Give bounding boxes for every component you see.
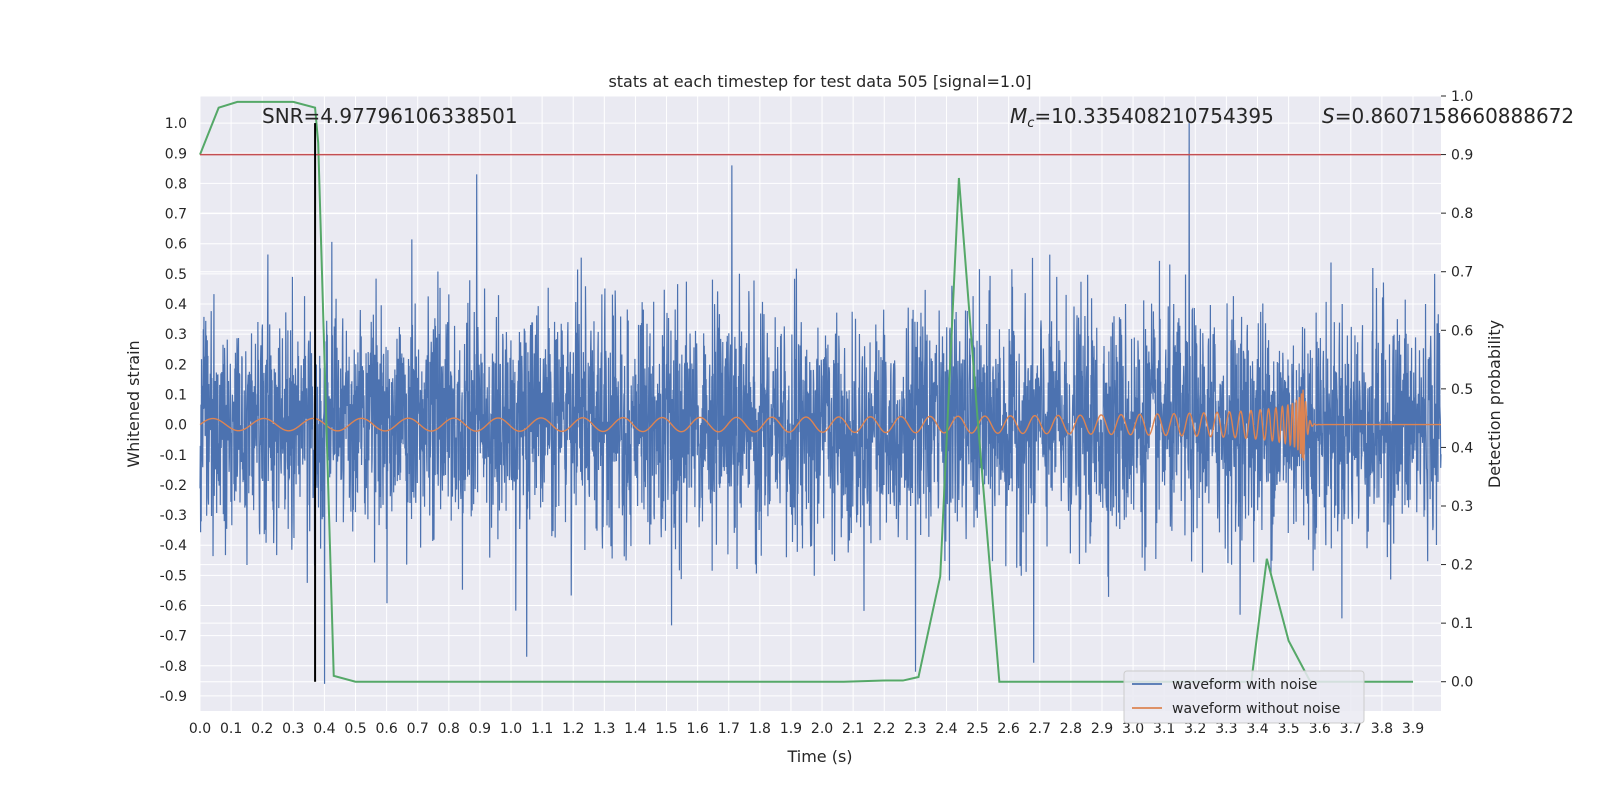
y-left-tick-label: -0.8: [160, 659, 187, 675]
x-tick-label: 2.4: [935, 721, 957, 737]
x-tick-label: 1.7: [718, 721, 740, 737]
y-left-tick-label: -0.9: [160, 689, 187, 705]
chirp-mass-annotation: Mc=10.335408210754395: [1010, 104, 1274, 131]
x-tick-label: 0.8: [438, 721, 460, 737]
y-left-tick-label: -0.6: [160, 598, 187, 614]
y-right-tick-label: 0.1: [1451, 616, 1473, 632]
y-left-tick-label: 0.3: [165, 327, 187, 343]
x-tick-label: 3.9: [1402, 721, 1424, 737]
legend-label-clean: waveform without noise: [1172, 701, 1340, 717]
snr-annotation: SNR=4.97796106338501: [262, 104, 518, 128]
y-right-tick-label: 0.7: [1451, 265, 1473, 281]
x-tick-label: 1.9: [780, 721, 802, 737]
y-left-tick-label: -0.3: [160, 508, 187, 524]
y-left-tick-label: -0.2: [160, 478, 187, 494]
x-tick-label: 3.6: [1309, 721, 1331, 737]
legend-label-noise: waveform with noise: [1172, 677, 1317, 693]
y-left-tick-label: 0.6: [165, 237, 187, 253]
y-right-tick-label: 0.2: [1451, 558, 1473, 574]
x-tick-label: 2.2: [873, 721, 895, 737]
x-tick-label: 3.4: [1246, 721, 1268, 737]
x-tick-label: 1.8: [749, 721, 771, 737]
x-tick-label: 3.0: [1122, 721, 1144, 737]
y-axis-left-label: Whitened strain: [124, 340, 143, 467]
y-left-tick-label: 0.8: [165, 176, 187, 192]
x-tick-label: 3.3: [1215, 721, 1237, 737]
x-tick-label: 0.7: [407, 721, 429, 737]
series-waveform-without-noise: [199, 389, 1441, 461]
y-right-tick-label: 0.8: [1451, 206, 1473, 222]
y-left-tick-label: 0.2: [165, 357, 187, 373]
y-left-tick-label: 0.7: [165, 207, 187, 223]
x-tick-label: 1.4: [624, 721, 646, 737]
chart-title: stats at each timestep for test data 505…: [608, 72, 1031, 91]
y-left-tick-label: 0.0: [165, 418, 187, 434]
y-left-tick-label: -0.4: [160, 538, 187, 554]
x-tick-label: 3.5: [1277, 721, 1299, 737]
x-tick-label: 1.5: [655, 721, 677, 737]
x-tick-label: 2.6: [998, 721, 1020, 737]
x-axis-label: Time (s): [786, 747, 852, 766]
y-left-tick-label: 1.0: [165, 116, 187, 132]
series-waveform-with-noise: [199, 123, 1442, 684]
x-tick-label: 1.2: [562, 721, 584, 737]
y-left-tick-label: -0.7: [160, 629, 187, 645]
y-right-tick-label: 0.4: [1451, 440, 1473, 456]
x-tick-label: 2.3: [904, 721, 926, 737]
x-tick-label: 2.1: [842, 721, 864, 737]
x-tick-label: 1.1: [531, 721, 553, 737]
x-tick-label: 2.5: [966, 721, 988, 737]
y-right-tick-label: 1.0: [1451, 89, 1473, 105]
x-tick-label: 0.3: [282, 721, 304, 737]
score-annotation: S=0.8607158660888672: [1322, 104, 1574, 128]
x-axis-ticks: 0.0 0.1 0.2 0.3 0.4 0.5 0.6 0.7 0.8 0.9 1.0 1.1 1.2 1…: [189, 721, 1424, 737]
x-tick-label: 2.8: [1060, 721, 1082, 737]
x-tick-label: 0.5: [344, 721, 366, 737]
y-left-tick-label: 0.4: [165, 297, 187, 313]
x-tick-label: 2.9: [1091, 721, 1113, 737]
x-tick-label: 3.1: [1153, 721, 1175, 737]
y-left-tick-label: 0.5: [165, 267, 187, 283]
x-tick-label: 3.7: [1340, 721, 1362, 737]
y-right-tick-label: 0.9: [1451, 148, 1473, 164]
y-right-tick-label: 0.3: [1451, 499, 1473, 515]
x-tick-label: 2.0: [811, 721, 833, 737]
legend-box: [1123, 670, 1365, 724]
y-left-tick-label: -0.5: [160, 568, 187, 584]
x-tick-label: 1.0: [500, 721, 522, 737]
x-tick-label: 1.6: [687, 721, 709, 737]
x-tick-label: 3.8: [1371, 721, 1393, 737]
y-axis-right-ticks: 1.0 0.9 0.8 0.7 0.6 0.5 0.4 0.3 0.2 0.1 0.0: [1441, 89, 1473, 691]
legend: waveform with noise waveform without noi…: [1123, 670, 1365, 724]
x-tick-label: 0.1: [220, 721, 242, 737]
x-tick-label: 3.2: [1184, 721, 1206, 737]
x-tick-label: 0.4: [313, 721, 335, 737]
clean-waveform-line: [199, 389, 1441, 461]
y-right-tick-label: 0.0: [1451, 675, 1473, 691]
y-axis-right-label: Detection probability: [1485, 320, 1504, 488]
x-tick-label: 0.0: [189, 721, 211, 737]
x-tick-label: 0.9: [469, 721, 491, 737]
x-tick-label: 1.3: [593, 721, 615, 737]
y-right-tick-label: 0.5: [1451, 382, 1473, 398]
x-tick-label: 2.7: [1029, 721, 1051, 737]
x-tick-label: 0.2: [251, 721, 273, 737]
y-axis-left-ticks: 1.0 0.9 0.8 0.7 0.6 0.5 0.4 0.3 0.2 0.1 0.0 -0.1 -0.…: [160, 116, 187, 705]
noisy-waveform-line: [199, 123, 1442, 684]
y-right-tick-label: 0.6: [1451, 323, 1473, 339]
y-left-tick-label: 0.1: [165, 387, 187, 403]
y-left-tick-label: -0.1: [160, 448, 187, 464]
y-left-tick-label: 0.9: [165, 146, 187, 162]
x-tick-label: 0.6: [375, 721, 397, 737]
